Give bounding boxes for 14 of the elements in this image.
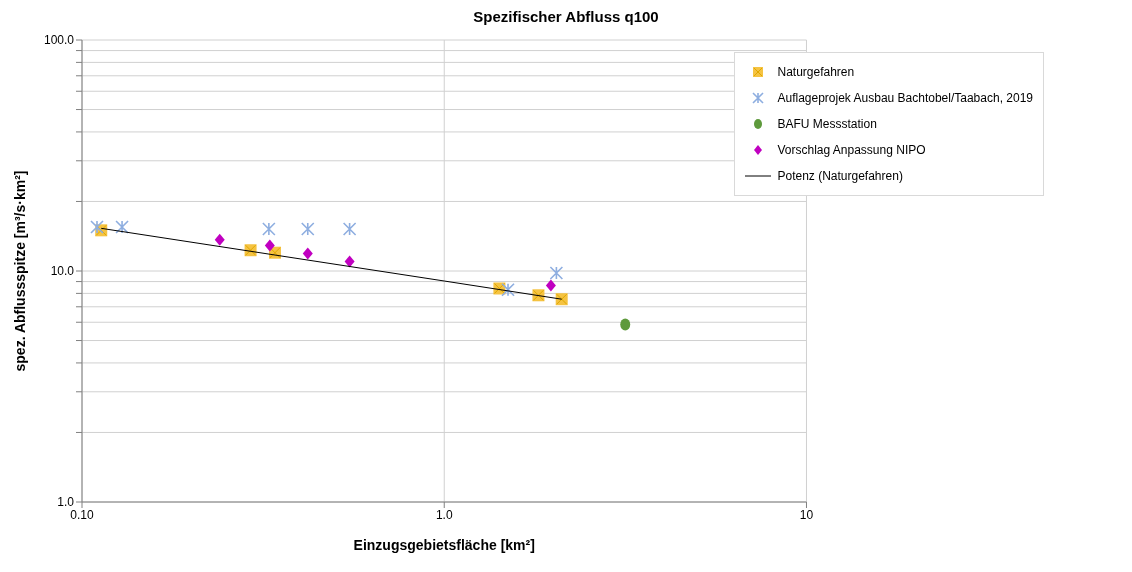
legend-label: Naturgefahren [777, 65, 855, 79]
y-tick-label: 100.0 [43, 33, 75, 48]
x-axis-title: Einzugsgebietsfläche [km²] [353, 537, 535, 553]
x-tick-label: 10 [799, 507, 814, 522]
y-tick-label: 1.0 [57, 495, 75, 510]
y-axis-title: spez. Abflussspitze [m³/s·km²] [11, 170, 28, 372]
y-tick-label: 10.0 [50, 264, 75, 279]
legend-label: BAFU Messstation [777, 117, 877, 131]
legend-label: Auflageprojek Ausbau Bachtobel/Taabach, 2019 [777, 91, 1033, 105]
x-tick-label: 1.0 [435, 507, 453, 522]
legend-label: Vorschlag Anpassung NIPO [777, 143, 926, 157]
legend-label: Potenz (Naturgefahren) [777, 169, 903, 183]
x-tick-label: 0.10 [70, 507, 94, 522]
chart-title: Spezifischer Abfluss q100 [472, 8, 660, 27]
